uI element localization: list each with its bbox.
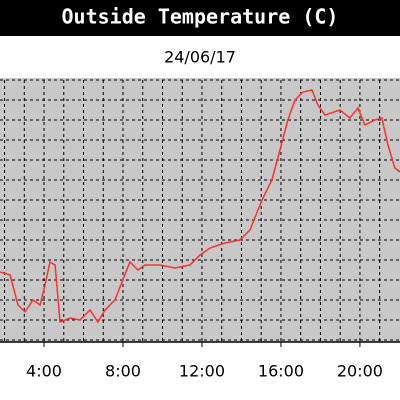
- data-line: [0, 89, 400, 324]
- chart-title: Outside Temperature (C): [62, 5, 339, 29]
- chart-subtitle: 24/06/17: [164, 48, 236, 67]
- x-tick-label: 8:00: [105, 362, 141, 381]
- title-bar: [0, 0, 400, 36]
- x-tick-label: 12:00: [179, 362, 225, 381]
- x-tick-label: 4:00: [26, 362, 62, 381]
- x-tick-label: 20:00: [337, 362, 383, 381]
- x-tick-label: 16:00: [258, 362, 304, 381]
- plot-area: [0, 78, 400, 342]
